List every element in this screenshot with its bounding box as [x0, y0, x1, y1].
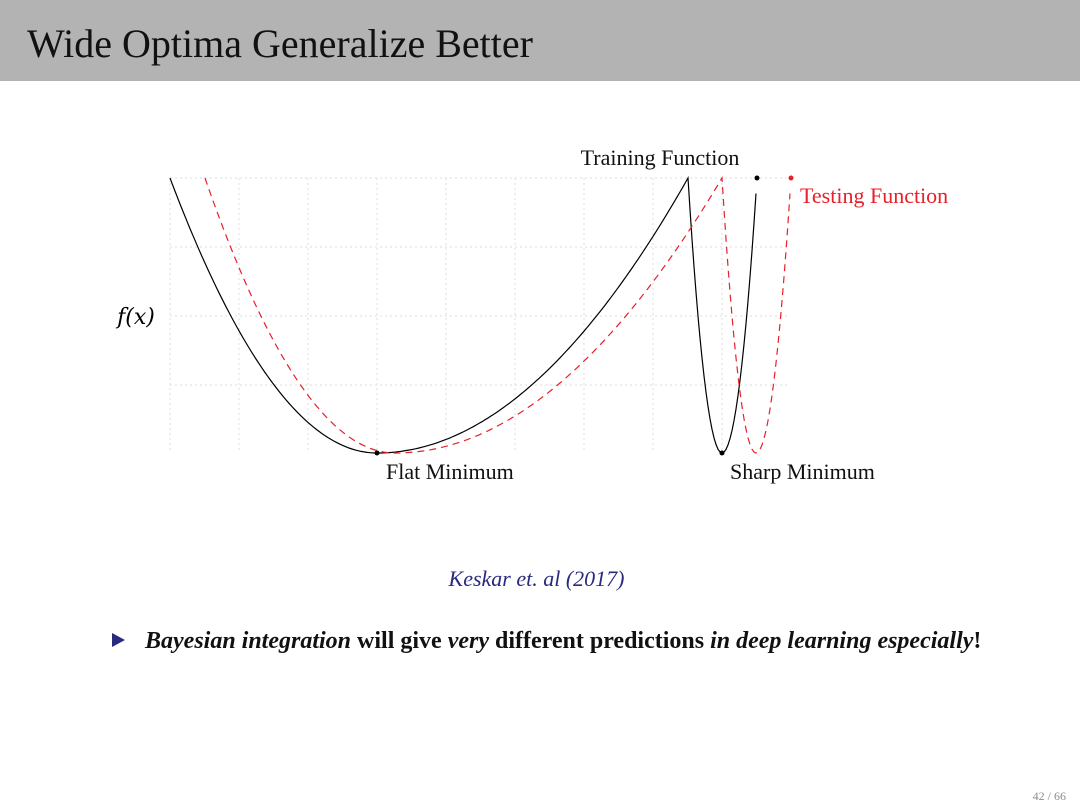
sharp-minimum-point [719, 450, 725, 456]
testing-function-label: Testing Function [800, 183, 948, 208]
testing-function-curve [204, 176, 791, 454]
bullet-triangle-icon [112, 633, 125, 647]
bullet-emphasis-integration: Bayesian integration [145, 628, 352, 654]
bullet-text: Bayesian integration will give very diff… [145, 625, 992, 657]
testing-end-point [788, 175, 794, 181]
title-bar: Wide Optima Generalize Better [0, 0, 1080, 81]
bullet-text-segment: ! [973, 628, 982, 654]
bullet-item: Bayesian integration will give very diff… [112, 625, 992, 657]
training-end-point [754, 175, 760, 181]
flat-minimum-point [374, 450, 380, 456]
flat-minimum-label: Flat Minimum [386, 459, 514, 484]
page-separator: / [1044, 789, 1054, 803]
y-axis-label: f(x) [115, 305, 155, 330]
training-function-curve [169, 175, 757, 454]
citation: Keskar et. al (2017) [448, 566, 625, 591]
page-total: 66 [1054, 789, 1066, 803]
bullet-emphasis-very: very [447, 628, 489, 654]
sharp-minimum-label: Sharp Minimum [730, 459, 875, 484]
grid [169, 177, 790, 453]
bullet-text-segment: different predictions [488, 628, 711, 654]
page-number: 42 / 66 [1033, 789, 1066, 804]
training-function-label: Training Function [581, 145, 740, 170]
slide-title: Wide Optima Generalize Better [27, 21, 533, 66]
bullet-text-segment: will give [351, 628, 448, 654]
bullet-emphasis-deep-learning: in deep learning especially [710, 628, 974, 654]
page-current: 42 [1032, 789, 1045, 803]
loss-landscape-figure: f(x) Training Function Testing Function … [115, 145, 948, 484]
